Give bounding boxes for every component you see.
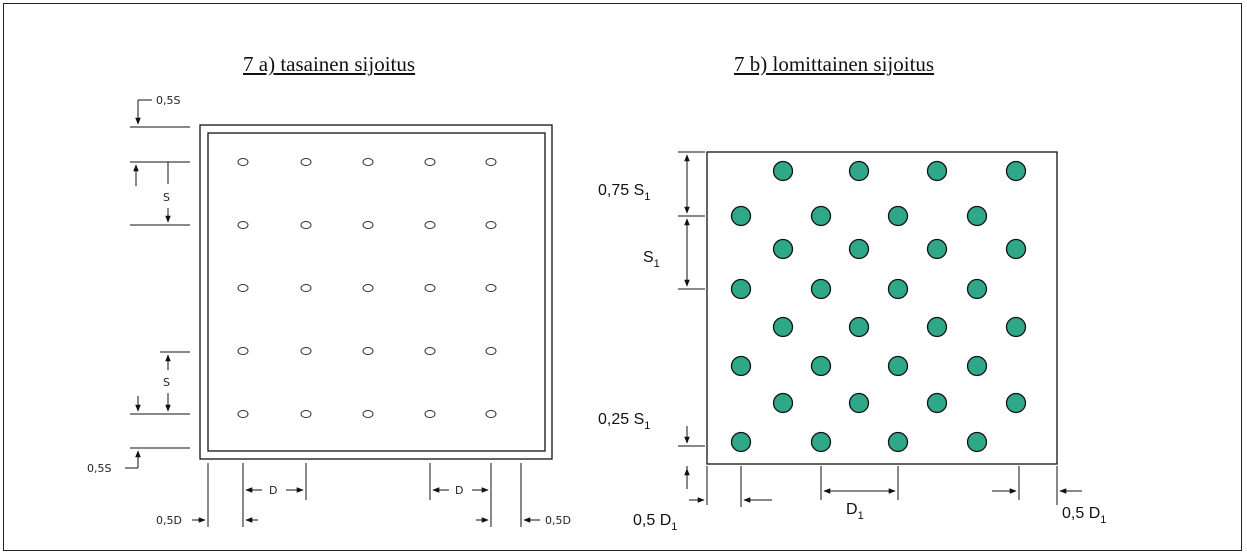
dot bbox=[772, 316, 794, 338]
slab-inner-outline bbox=[207, 132, 546, 452]
label-left-edge: 0,5D bbox=[156, 514, 182, 527]
hole bbox=[237, 410, 249, 418]
label-b-d: D1 bbox=[846, 501, 864, 522]
hole bbox=[424, 284, 436, 292]
hole bbox=[237, 221, 249, 229]
label-d-left: D bbox=[269, 484, 277, 497]
hole bbox=[300, 410, 312, 418]
hole bbox=[485, 221, 497, 229]
slab-outline-b bbox=[706, 151, 1058, 465]
dot-grid bbox=[730, 160, 1027, 453]
dot bbox=[730, 205, 752, 227]
hole bbox=[237, 284, 249, 292]
hole bbox=[237, 347, 249, 355]
dot bbox=[848, 238, 870, 260]
label-spacing-bottom: S bbox=[163, 376, 170, 389]
hole bbox=[424, 158, 436, 166]
dot bbox=[887, 355, 909, 377]
dot bbox=[1005, 238, 1027, 260]
dot bbox=[887, 431, 909, 453]
label-b-spacing: S1 bbox=[643, 249, 660, 270]
label-top-edge: 0,5S bbox=[156, 94, 180, 107]
hole bbox=[485, 284, 497, 292]
dot bbox=[1005, 316, 1027, 338]
dot bbox=[730, 355, 752, 377]
title-uniform-placement: 7 a) tasainen sijoitus bbox=[243, 52, 416, 76]
panel-uniform: 0,5S S S 0,5S D D bbox=[87, 94, 571, 527]
hole bbox=[362, 158, 374, 166]
figure-frame bbox=[3, 3, 1242, 551]
hole bbox=[300, 158, 312, 166]
hole bbox=[424, 410, 436, 418]
hole-grid bbox=[237, 158, 497, 418]
dot bbox=[848, 392, 870, 414]
label-d-right: D bbox=[455, 484, 463, 497]
dot bbox=[926, 316, 948, 338]
hole bbox=[237, 158, 249, 166]
slab-outer-outline bbox=[199, 124, 553, 460]
label-spacing-top: S bbox=[163, 191, 170, 204]
hole bbox=[362, 410, 374, 418]
dot bbox=[1005, 160, 1027, 182]
dot bbox=[848, 316, 870, 338]
label-b-bottom-offset: 0,25 S1 bbox=[598, 411, 650, 432]
hole bbox=[362, 284, 374, 292]
hole bbox=[300, 347, 312, 355]
hole bbox=[362, 347, 374, 355]
hole bbox=[300, 284, 312, 292]
dot bbox=[772, 238, 794, 260]
dot bbox=[887, 278, 909, 300]
hole bbox=[300, 221, 312, 229]
dot bbox=[926, 160, 948, 182]
dot bbox=[848, 160, 870, 182]
dot bbox=[810, 205, 832, 227]
title-staggered-placement: 7 b) lomittainen sijoitus bbox=[734, 52, 935, 76]
hole bbox=[424, 221, 436, 229]
dot bbox=[810, 355, 832, 377]
hole bbox=[424, 347, 436, 355]
dot bbox=[772, 392, 794, 414]
dot bbox=[810, 278, 832, 300]
dot bbox=[730, 431, 752, 453]
label-right-edge: 0,5D bbox=[545, 514, 571, 527]
dot bbox=[966, 431, 988, 453]
panel-staggered: 0,75 S1 S1 0,25 S1 D1 0,5 D1 0,5 D1 bbox=[598, 151, 1106, 533]
label-b-right-edge: 0,5 D1 bbox=[1062, 505, 1106, 526]
hole bbox=[485, 347, 497, 355]
dot bbox=[887, 205, 909, 227]
dot bbox=[772, 160, 794, 182]
hole bbox=[485, 410, 497, 418]
dot bbox=[966, 205, 988, 227]
dot bbox=[926, 392, 948, 414]
label-bottom-edge: 0,5S bbox=[87, 462, 111, 475]
label-b-top-offset: 0,75 S1 bbox=[598, 182, 650, 203]
dot bbox=[810, 431, 832, 453]
label-b-left-edge: 0,5 D1 bbox=[633, 512, 677, 533]
dot bbox=[926, 238, 948, 260]
hole bbox=[485, 158, 497, 166]
hole bbox=[362, 221, 374, 229]
dot bbox=[730, 278, 752, 300]
dot bbox=[1005, 392, 1027, 414]
dot bbox=[966, 278, 988, 300]
dot bbox=[966, 355, 988, 377]
